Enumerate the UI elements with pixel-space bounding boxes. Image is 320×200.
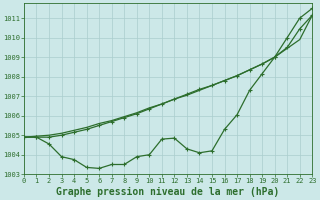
X-axis label: Graphe pression niveau de la mer (hPa): Graphe pression niveau de la mer (hPa) [57, 186, 280, 197]
